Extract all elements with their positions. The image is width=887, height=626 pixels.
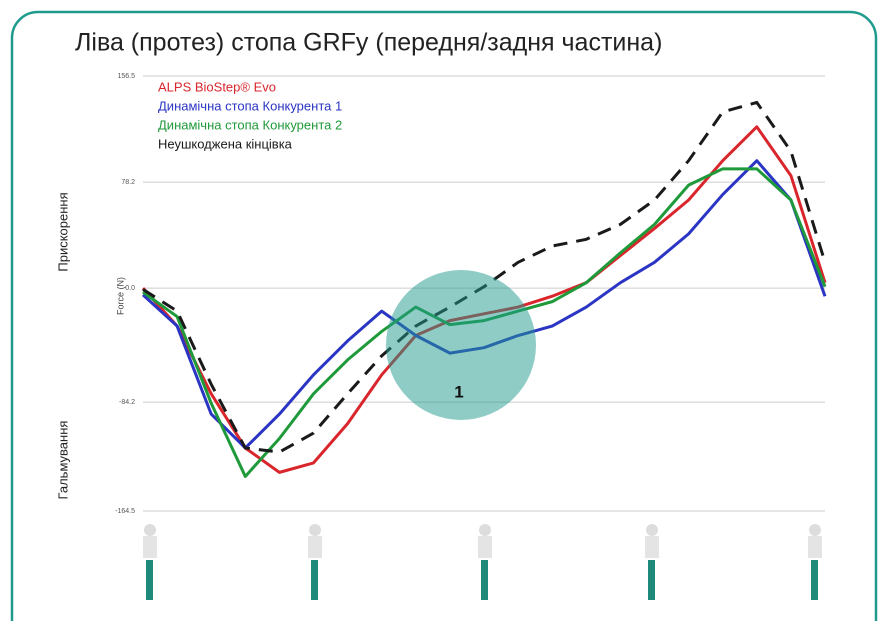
gait-figures xyxy=(143,524,822,600)
y-tick-label: 0.0 xyxy=(125,285,135,292)
y-axis-label: Force (N) xyxy=(115,277,125,315)
legend-entry: Неушкоджена кінцівка xyxy=(158,136,293,151)
y-tick-label: -84.2 xyxy=(119,399,135,406)
legend-entry: Динамічна стопа Конкурента 2 xyxy=(158,117,342,132)
annotation: Прискорення xyxy=(55,192,70,271)
chart-title: Ліва (протез) стопа GRFy (передня/задня … xyxy=(75,29,662,57)
y-tick-label: 156.5 xyxy=(117,73,135,80)
y-tick-label: 78.2 xyxy=(121,179,135,186)
highlight-circle xyxy=(386,270,536,420)
legend-entry: ALPS BioStep® Evo xyxy=(158,79,276,94)
annotation: Гальмування xyxy=(55,421,70,500)
y-tick-label: -164.5 xyxy=(115,508,135,515)
annotation: 1 xyxy=(454,382,463,401)
legend-entry: Динамічна стопа Конкурента 1 xyxy=(158,98,342,113)
